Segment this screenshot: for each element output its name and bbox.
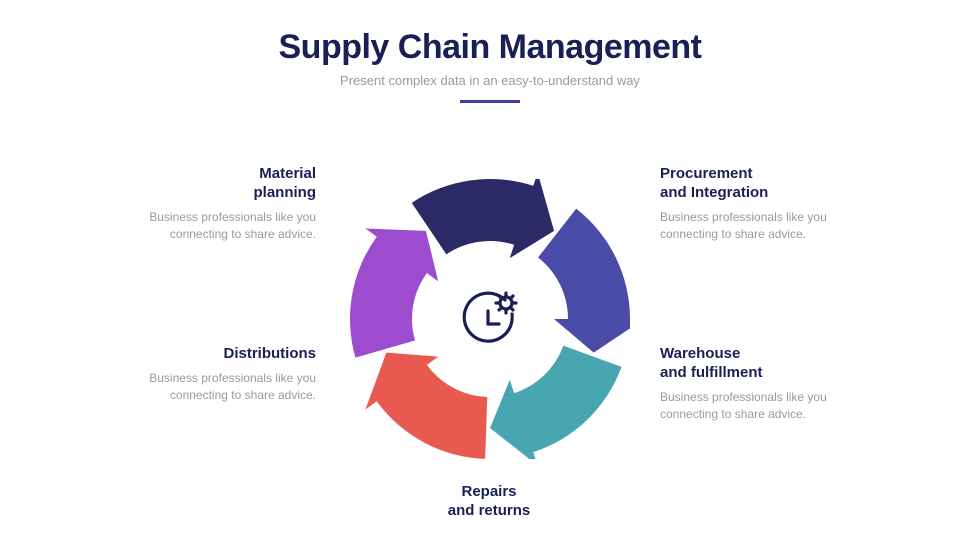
item-title: Procurementand Integration: [660, 165, 850, 203]
page-subtitle: Present complex data in an easy-to-under…: [0, 73, 980, 88]
item-repairs: Repairsand returns: [394, 483, 584, 527]
header: Supply Chain Management Present complex …: [0, 0, 980, 103]
item-procurement: Procurementand Integration Business prof…: [660, 165, 850, 243]
cycle-arrow-3: [365, 353, 487, 459]
item-desc: Business professionals like you connecti…: [126, 370, 316, 405]
cycle-arrow-4: [350, 228, 438, 357]
item-title: Warehouseand fulfillment: [660, 345, 850, 383]
item-desc: Business professionals like you connecti…: [660, 209, 850, 244]
cycle-arrow-0: [412, 179, 554, 258]
cycle-arrow-2: [490, 346, 622, 459]
item-title: Repairsand returns: [394, 483, 584, 521]
item-distributions: Distributions Business professionals lik…: [126, 345, 316, 405]
title-divider: [460, 100, 520, 103]
item-title: Materialplanning: [126, 165, 316, 203]
cycle-diagram: [350, 179, 630, 459]
item-title: Distributions: [126, 345, 316, 364]
item-desc: Business professionals like you connecti…: [126, 209, 316, 244]
item-warehouse: Warehouseand fulfillment Business profes…: [660, 345, 850, 423]
item-material-planning: Materialplanning Business professionals …: [126, 165, 316, 243]
item-desc: Business professionals like you connecti…: [660, 389, 850, 424]
page-title: Supply Chain Management: [0, 28, 980, 67]
diagram-area: Materialplanning Business professionals …: [0, 135, 980, 535]
clock-gear-icon: [455, 284, 525, 354]
